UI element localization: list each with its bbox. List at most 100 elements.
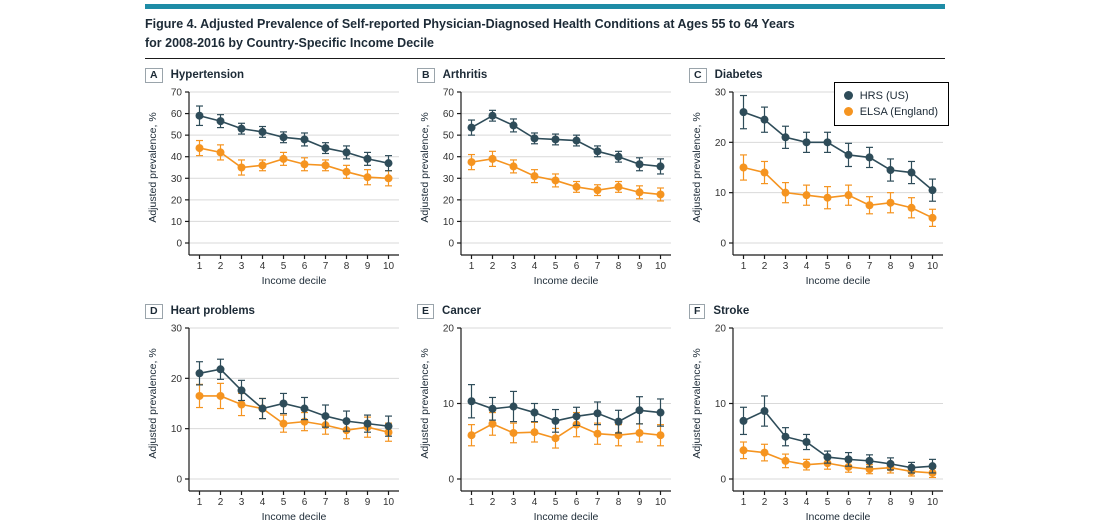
data-point <box>237 163 246 171</box>
tick-labels: 0 10 20 1 2 3 4 5 6 7 8 9 10 <box>715 323 939 508</box>
data-point <box>216 364 225 373</box>
svg-text:3: 3 <box>783 497 789 508</box>
series-elsa-england- <box>739 440 937 478</box>
panel-letter-badge: D <box>145 303 163 319</box>
diabetes-chart: 0 10 20 30 1 2 3 4 5 6 7 8 9 10 Adjusted prevalence, %… <box>691 87 943 287</box>
svg-text:1: 1 <box>197 261 203 272</box>
svg-text:0: 0 <box>448 238 454 249</box>
svg-text:8: 8 <box>888 497 894 508</box>
svg-text:10: 10 <box>443 399 455 410</box>
svg-text:40: 40 <box>443 152 455 163</box>
x-axis-label: Income decile <box>262 511 327 523</box>
panel-letter-badge: C <box>689 67 707 83</box>
svg-text:2: 2 <box>218 497 224 508</box>
data-point <box>384 173 393 182</box>
data-point <box>886 165 895 174</box>
axes <box>729 326 943 495</box>
svg-text:1: 1 <box>469 497 475 508</box>
series-elsa-england- <box>739 153 937 227</box>
data-point <box>844 150 853 159</box>
data-point <box>781 456 790 465</box>
svg-text:5: 5 <box>825 261 831 272</box>
panel-diabetes: C Diabetes HRS (US) ELSA (England) 0 10 20… <box>689 67 949 287</box>
svg-text:1: 1 <box>741 497 747 508</box>
svg-text:30: 30 <box>171 323 183 334</box>
data-point <box>593 185 602 194</box>
svg-text:8: 8 <box>344 261 350 272</box>
svg-text:0: 0 <box>448 474 454 485</box>
tick-labels: 0 10 20 30 1 2 3 4 5 6 7 8 9 10 <box>171 323 395 508</box>
data-point <box>195 368 204 377</box>
data-point <box>530 171 539 180</box>
svg-text:2: 2 <box>490 497 496 508</box>
svg-text:20: 20 <box>171 373 183 384</box>
data-point <box>593 408 602 417</box>
data-point <box>237 385 246 394</box>
data-point <box>656 430 665 439</box>
svg-text:0: 0 <box>176 238 182 249</box>
data-point <box>635 187 644 196</box>
y-axis-label: Adjusted prevalence, % <box>147 348 159 458</box>
data-point <box>237 400 246 409</box>
svg-text:4: 4 <box>260 261 266 272</box>
data-point <box>802 437 811 446</box>
tick-labels: 0 10 20 1 2 3 4 5 6 7 8 9 10 <box>443 323 667 508</box>
data-point <box>886 459 895 468</box>
y-axis-label: Adjusted prevalence, % <box>691 348 703 458</box>
data-point <box>237 124 246 133</box>
svg-text:1: 1 <box>469 261 475 272</box>
panel-header: E Cancer <box>417 303 677 320</box>
data-point <box>321 411 330 420</box>
svg-text:10: 10 <box>927 261 939 272</box>
data-point <box>258 404 267 413</box>
svg-text:5: 5 <box>553 497 559 508</box>
svg-text:10: 10 <box>171 424 183 435</box>
panel-arthritis: B Arthritis 0 10 20 30 40 50 60 70 1 2 3 4 5 6 7 8 9 10 Ad… <box>417 67 677 287</box>
data-point <box>802 460 811 469</box>
svg-text:20: 20 <box>715 323 727 334</box>
gridlines <box>189 91 399 243</box>
panel-title: Heart problems <box>170 305 255 317</box>
svg-text:8: 8 <box>616 261 622 272</box>
svg-text:4: 4 <box>260 497 266 508</box>
data-point <box>384 158 393 167</box>
arthritis-chart: 0 10 20 30 40 50 60 70 1 2 3 4 5 6 7 8 9 10 Adjusted preva… <box>419 87 671 287</box>
data-point <box>321 143 330 152</box>
series-hrs-us- <box>467 383 665 434</box>
data-point <box>823 137 832 146</box>
data-point <box>865 200 874 209</box>
data-point <box>572 182 581 191</box>
data-point <box>467 123 476 132</box>
x-axis-label: Income decile <box>534 275 599 287</box>
svg-text:0: 0 <box>720 238 726 249</box>
panel-letter-badge: E <box>417 303 435 319</box>
svg-text:20: 20 <box>443 323 455 334</box>
figure-4: Figure 4. Adjusted Prevalence of Self-re… <box>145 0 949 523</box>
data-point <box>300 159 309 168</box>
svg-text:1: 1 <box>741 261 747 272</box>
panel-title: Hypertension <box>170 69 245 81</box>
heart-problems-chart: 0 10 20 30 1 2 3 4 5 6 7 8 9 10 Adjusted prevalence, %… <box>147 323 399 523</box>
hypertension-chart: 0 10 20 30 40 50 60 70 1 2 3 4 5 6 7 8 9 10 Adjusted preva… <box>147 87 399 287</box>
svg-text:10: 10 <box>383 497 395 508</box>
panel-cancer: E Cancer 0 10 20 1 2 3 4 5 6 7 8 9 10 Adjusted preval… <box>417 303 677 523</box>
data-point <box>467 157 476 166</box>
panel-header: B Arthritis <box>417 67 677 84</box>
svg-text:10: 10 <box>715 399 727 410</box>
svg-text:7: 7 <box>867 497 873 508</box>
data-point <box>279 399 288 407</box>
svg-text:10: 10 <box>443 216 455 227</box>
data-point <box>656 161 665 170</box>
data-point <box>300 134 309 143</box>
data-point <box>509 402 518 411</box>
data-point <box>530 408 539 417</box>
svg-text:2: 2 <box>490 261 496 272</box>
data-point <box>593 146 602 155</box>
svg-text:9: 9 <box>909 497 915 508</box>
series-hrs-us- <box>195 358 393 437</box>
svg-text:7: 7 <box>323 261 329 272</box>
svg-text:60: 60 <box>171 109 183 120</box>
svg-text:6: 6 <box>846 261 852 272</box>
svg-text:20: 20 <box>171 195 183 206</box>
svg-text:4: 4 <box>804 261 810 272</box>
